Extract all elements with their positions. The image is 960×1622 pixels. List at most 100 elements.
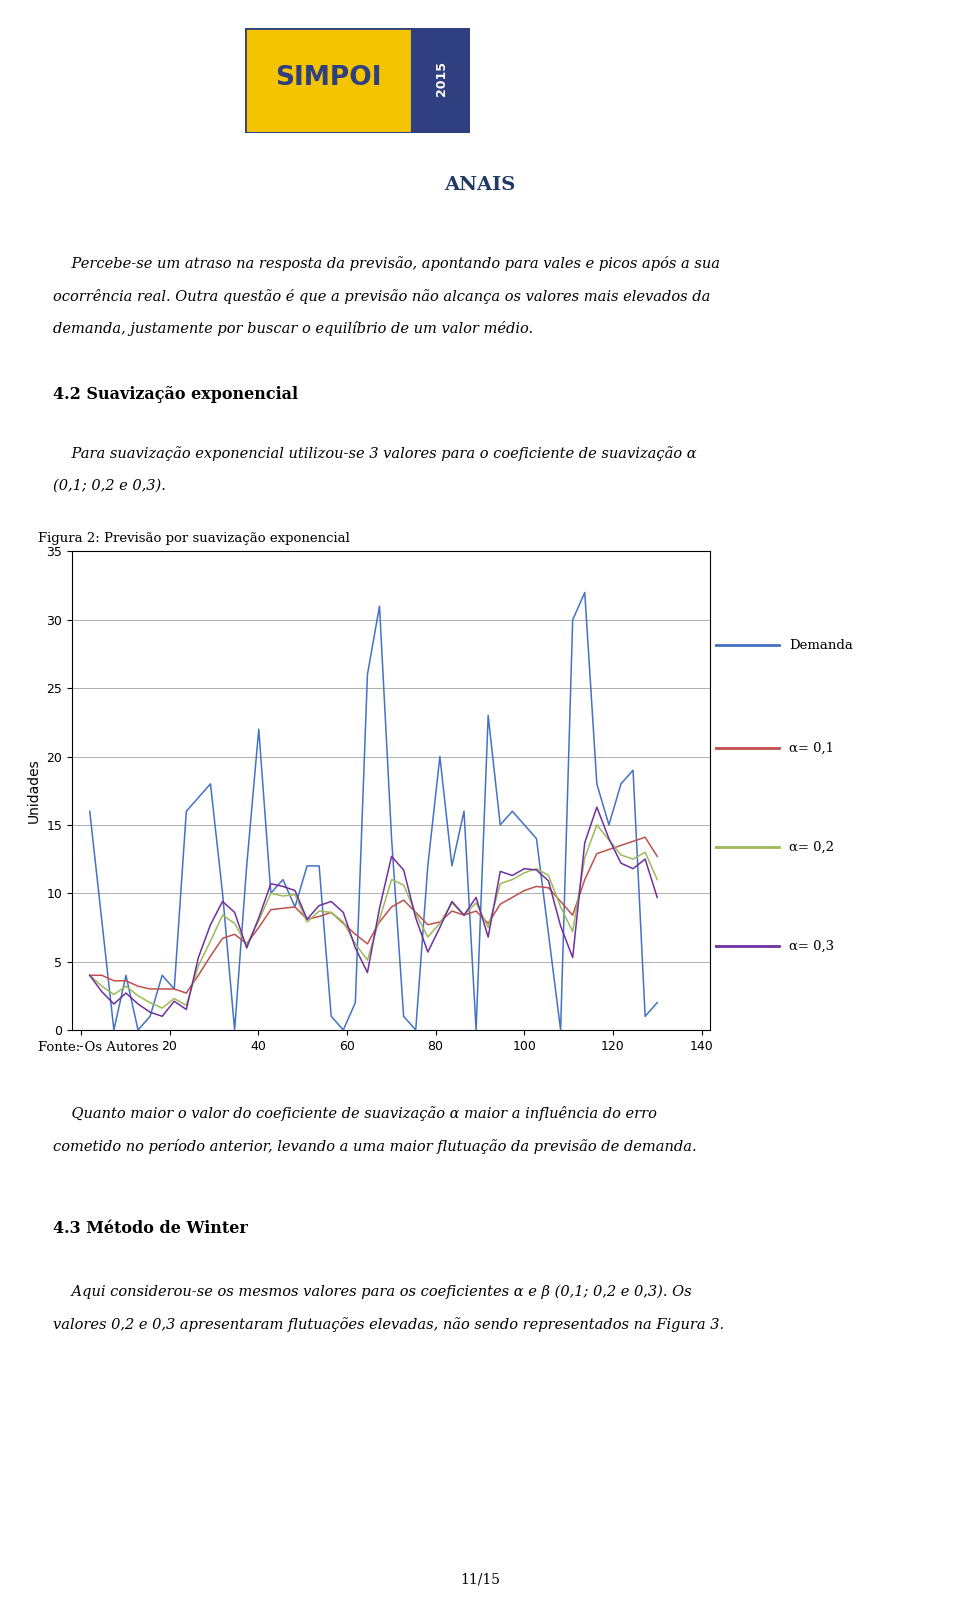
Demanda xyxy=(579,582,590,602)
α= 0,2 xyxy=(228,913,240,933)
α= 0,1 xyxy=(228,925,240,944)
α= 0,2 xyxy=(265,884,276,903)
α= 0,2 xyxy=(96,976,108,996)
α= 0,3 xyxy=(96,981,108,1001)
α= 0,2 xyxy=(241,936,252,955)
Demanda xyxy=(108,1020,120,1040)
α= 0,1 xyxy=(458,905,469,925)
α= 0,2 xyxy=(120,976,132,996)
α= 0,1 xyxy=(301,910,313,929)
α= 0,1 xyxy=(169,980,180,999)
α= 0,2 xyxy=(555,897,566,916)
Demanda xyxy=(531,829,542,848)
α= 0,3 xyxy=(422,942,434,962)
Text: cometido no período anterior, levando a uma maior flutuação da previsão de deman: cometido no período anterior, levando a … xyxy=(53,1139,696,1153)
α= 0,2 xyxy=(483,918,494,938)
α= 0,2 xyxy=(518,863,530,882)
Line: α= 0,3: α= 0,3 xyxy=(89,808,658,1017)
α= 0,1 xyxy=(349,925,361,944)
Text: Fonte: Os Autores: Fonte: Os Autores xyxy=(38,1041,159,1054)
α= 0,1 xyxy=(84,965,95,985)
α= 0,3 xyxy=(615,853,627,873)
α= 0,1 xyxy=(531,876,542,895)
Demanda xyxy=(362,665,373,684)
Demanda xyxy=(567,610,579,629)
α= 0,2 xyxy=(639,842,651,861)
α= 0,3 xyxy=(156,1007,168,1027)
Demanda xyxy=(144,1007,156,1027)
α= 0,2 xyxy=(434,913,445,933)
α= 0,2 xyxy=(253,912,265,931)
α= 0,1 xyxy=(507,887,518,907)
α= 0,1 xyxy=(265,900,276,920)
α= 0,3 xyxy=(325,892,337,912)
α= 0,3 xyxy=(265,874,276,894)
α= 0,1 xyxy=(108,972,120,991)
Line: Demanda: Demanda xyxy=(89,592,658,1030)
Y-axis label: Unidades: Unidades xyxy=(27,759,41,822)
α= 0,1 xyxy=(397,890,409,910)
α= 0,2 xyxy=(338,912,349,931)
Demanda xyxy=(204,774,216,793)
α= 0,3 xyxy=(386,847,397,866)
α= 0,2 xyxy=(156,999,168,1019)
Text: Para suavização exponencial utilizou-se 3 valores para o coeficiente de suavizaç: Para suavização exponencial utilizou-se … xyxy=(53,446,696,461)
Demanda xyxy=(555,1020,566,1040)
Demanda xyxy=(410,1020,421,1040)
Demanda xyxy=(446,856,458,876)
α= 0,2 xyxy=(507,869,518,889)
α= 0,2 xyxy=(652,869,663,889)
Demanda xyxy=(96,912,108,931)
Demanda xyxy=(253,720,265,740)
α= 0,2 xyxy=(144,993,156,1012)
α= 0,1 xyxy=(241,934,252,954)
α= 0,2 xyxy=(603,830,614,850)
α= 0,3 xyxy=(507,866,518,886)
Demanda xyxy=(193,788,204,808)
Text: 2015: 2015 xyxy=(435,60,447,96)
α= 0,1 xyxy=(277,899,289,918)
α= 0,1 xyxy=(325,903,337,923)
Text: ANAIS: ANAIS xyxy=(444,175,516,195)
Demanda xyxy=(518,816,530,835)
Demanda xyxy=(397,1007,409,1027)
Demanda xyxy=(591,774,603,793)
α= 0,1 xyxy=(446,902,458,921)
α= 0,1 xyxy=(652,847,663,866)
α= 0,2 xyxy=(410,903,421,923)
α= 0,3 xyxy=(458,905,469,925)
α= 0,2 xyxy=(579,848,590,868)
α= 0,1 xyxy=(289,897,300,916)
α= 0,1 xyxy=(591,843,603,863)
α= 0,2 xyxy=(373,910,385,929)
α= 0,2 xyxy=(422,928,434,947)
α= 0,1 xyxy=(96,965,108,985)
α= 0,1 xyxy=(639,827,651,847)
α= 0,2 xyxy=(362,950,373,970)
α= 0,2 xyxy=(313,902,324,921)
α= 0,2 xyxy=(132,986,144,1006)
α= 0,2 xyxy=(386,869,397,889)
α= 0,3 xyxy=(494,861,506,881)
Line: α= 0,2: α= 0,2 xyxy=(89,826,658,1009)
α= 0,3 xyxy=(627,860,638,879)
α= 0,3 xyxy=(603,829,614,848)
α= 0,3 xyxy=(579,834,590,853)
α= 0,3 xyxy=(204,915,216,934)
α= 0,2 xyxy=(180,996,192,1015)
α= 0,3 xyxy=(567,947,579,967)
Text: Figura 2: Previsão por suavização exponencial: Figura 2: Previsão por suavização expone… xyxy=(38,532,350,545)
Text: α= 0,3: α= 0,3 xyxy=(789,939,834,952)
α= 0,2 xyxy=(531,860,542,879)
α= 0,3 xyxy=(338,903,349,923)
α= 0,2 xyxy=(542,866,554,886)
α= 0,3 xyxy=(132,994,144,1014)
α= 0,3 xyxy=(483,928,494,947)
α= 0,1 xyxy=(132,976,144,996)
Text: Quanto maior o valor do coeficiente de suavização α maior a influência do erro: Quanto maior o valor do coeficiente de s… xyxy=(53,1106,657,1121)
α= 0,3 xyxy=(180,999,192,1019)
α= 0,2 xyxy=(591,816,603,835)
α= 0,3 xyxy=(446,892,458,912)
Demanda xyxy=(373,597,385,616)
α= 0,1 xyxy=(144,980,156,999)
